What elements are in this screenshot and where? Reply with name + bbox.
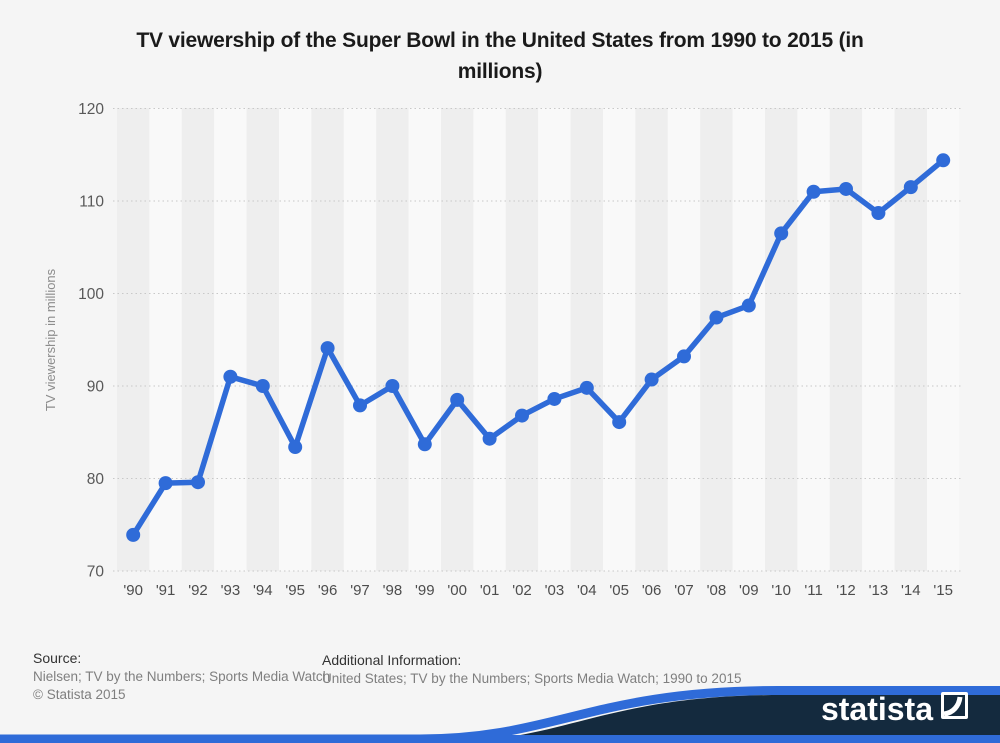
x-tick-label: '96 xyxy=(318,582,338,599)
chart-title-line2: millions) xyxy=(457,60,543,83)
x-tick-label: '10 xyxy=(771,582,791,599)
column-stripe xyxy=(829,108,863,571)
additional-info-label: Additional Information: xyxy=(322,652,462,668)
y-tick-label: 80 xyxy=(87,471,105,488)
logo-curve xyxy=(943,696,963,717)
column-stripe xyxy=(441,108,474,571)
source-line1: Nielsen; TV by the Numbers; Sports Media… xyxy=(33,669,331,684)
data-point xyxy=(579,380,594,395)
y-tick-label: 120 xyxy=(78,101,104,118)
data-point xyxy=(482,431,497,446)
column-stripe xyxy=(376,108,409,571)
y-tick-label: 110 xyxy=(79,194,104,211)
data-point xyxy=(774,226,789,241)
x-tick-label: '08 xyxy=(707,582,727,599)
data-point xyxy=(612,415,627,430)
column-stripe xyxy=(149,108,182,571)
statista-logo-icon xyxy=(941,692,968,719)
column-stripe xyxy=(797,108,830,571)
column-stripe xyxy=(181,108,215,571)
x-tick-label: '98 xyxy=(383,582,403,599)
x-tick-label: '12 xyxy=(836,582,856,599)
x-tick-label: '14 xyxy=(901,582,921,599)
data-point xyxy=(936,153,951,168)
data-point xyxy=(255,379,270,393)
viewership-line-chart: 70 80 90 100 110 120 '90 '91 '92 '93 '94 '95 '96 '97 '… xyxy=(43,101,962,599)
additional-info-text: United States; TV by the Numbers; Sports… xyxy=(322,671,742,686)
statista-wordmark: statista xyxy=(821,691,933,727)
column-stripe xyxy=(927,108,960,571)
column-stripe xyxy=(473,108,506,571)
data-point xyxy=(288,440,303,455)
bottom-blue-bar xyxy=(0,735,1000,743)
column-stripe xyxy=(311,108,344,571)
x-tick-label: '94 xyxy=(253,582,273,599)
x-tick-label: '04 xyxy=(577,582,597,599)
data-point xyxy=(839,181,853,196)
x-tick-label: '99 xyxy=(415,582,435,599)
column-stripe xyxy=(214,108,247,571)
column-stripe xyxy=(862,108,895,571)
data-point xyxy=(320,341,335,356)
data-point xyxy=(385,379,400,393)
data-point xyxy=(353,398,367,413)
data-point xyxy=(515,408,529,423)
column-stripe xyxy=(570,108,603,571)
x-tick-label: '03 xyxy=(545,582,565,599)
data-point xyxy=(547,391,562,406)
x-tick-label: '02 xyxy=(512,582,532,599)
column-stripe xyxy=(732,108,765,571)
data-point xyxy=(126,527,141,542)
x-tick-label: '92 xyxy=(188,582,208,599)
chart-title: TV viewership of the Super Bowl in the U… xyxy=(0,25,1000,87)
column-stripe xyxy=(635,108,668,571)
data-point xyxy=(903,180,918,195)
column-stripe xyxy=(343,108,377,571)
x-tick-label: '97 xyxy=(350,582,370,599)
data-line xyxy=(130,157,946,538)
column-stripe xyxy=(538,108,571,571)
x-tick-label: '11 xyxy=(804,582,822,599)
y-tick-label: 100 xyxy=(78,286,104,303)
swoosh-navy-shape xyxy=(432,695,1000,743)
column-stripe xyxy=(603,108,636,571)
y-tick-label: 70 xyxy=(87,564,105,581)
x-tick-label: '06 xyxy=(642,582,662,599)
y-tick-label: 90 xyxy=(87,379,105,396)
x-tick-label: '90 xyxy=(123,582,143,599)
data-point xyxy=(806,184,821,199)
data-point xyxy=(223,369,238,384)
data-point xyxy=(741,298,756,313)
column-stripe xyxy=(765,108,798,571)
column-stripe xyxy=(279,108,312,571)
source-label: Source: xyxy=(33,650,82,666)
column-stripe xyxy=(700,108,733,571)
data-point xyxy=(871,206,886,221)
data-point xyxy=(677,349,691,364)
x-tick-label: '13 xyxy=(869,582,889,599)
x-tick-label: '05 xyxy=(609,582,629,599)
data-point xyxy=(644,372,659,387)
column-stripe xyxy=(408,108,441,571)
data-point xyxy=(417,437,432,452)
x-tick-label: '95 xyxy=(285,582,305,599)
column-stripe xyxy=(246,108,279,571)
column-stripe xyxy=(505,108,539,571)
data-point xyxy=(450,392,465,407)
data-point xyxy=(709,310,724,325)
x-tick-label: '01 xyxy=(480,582,500,599)
x-tick-label: '15 xyxy=(933,582,953,599)
copyright-line: © Statista 2015 xyxy=(33,687,126,702)
x-tick-label: '09 xyxy=(739,582,759,599)
data-point xyxy=(158,476,173,491)
x-tick-label: '00 xyxy=(447,582,467,599)
column-stripe xyxy=(117,108,150,571)
x-tick-label: '07 xyxy=(674,582,694,599)
statista-footer-banner: statista xyxy=(0,686,1000,743)
data-point xyxy=(191,475,205,490)
chart-title-line1: TV viewership of the Super Bowl in the U… xyxy=(136,29,864,52)
y-axis-title: TV viewership in millions xyxy=(43,268,58,411)
x-tick-label: '91 xyxy=(156,582,176,599)
x-tick-label: '93 xyxy=(221,582,241,599)
